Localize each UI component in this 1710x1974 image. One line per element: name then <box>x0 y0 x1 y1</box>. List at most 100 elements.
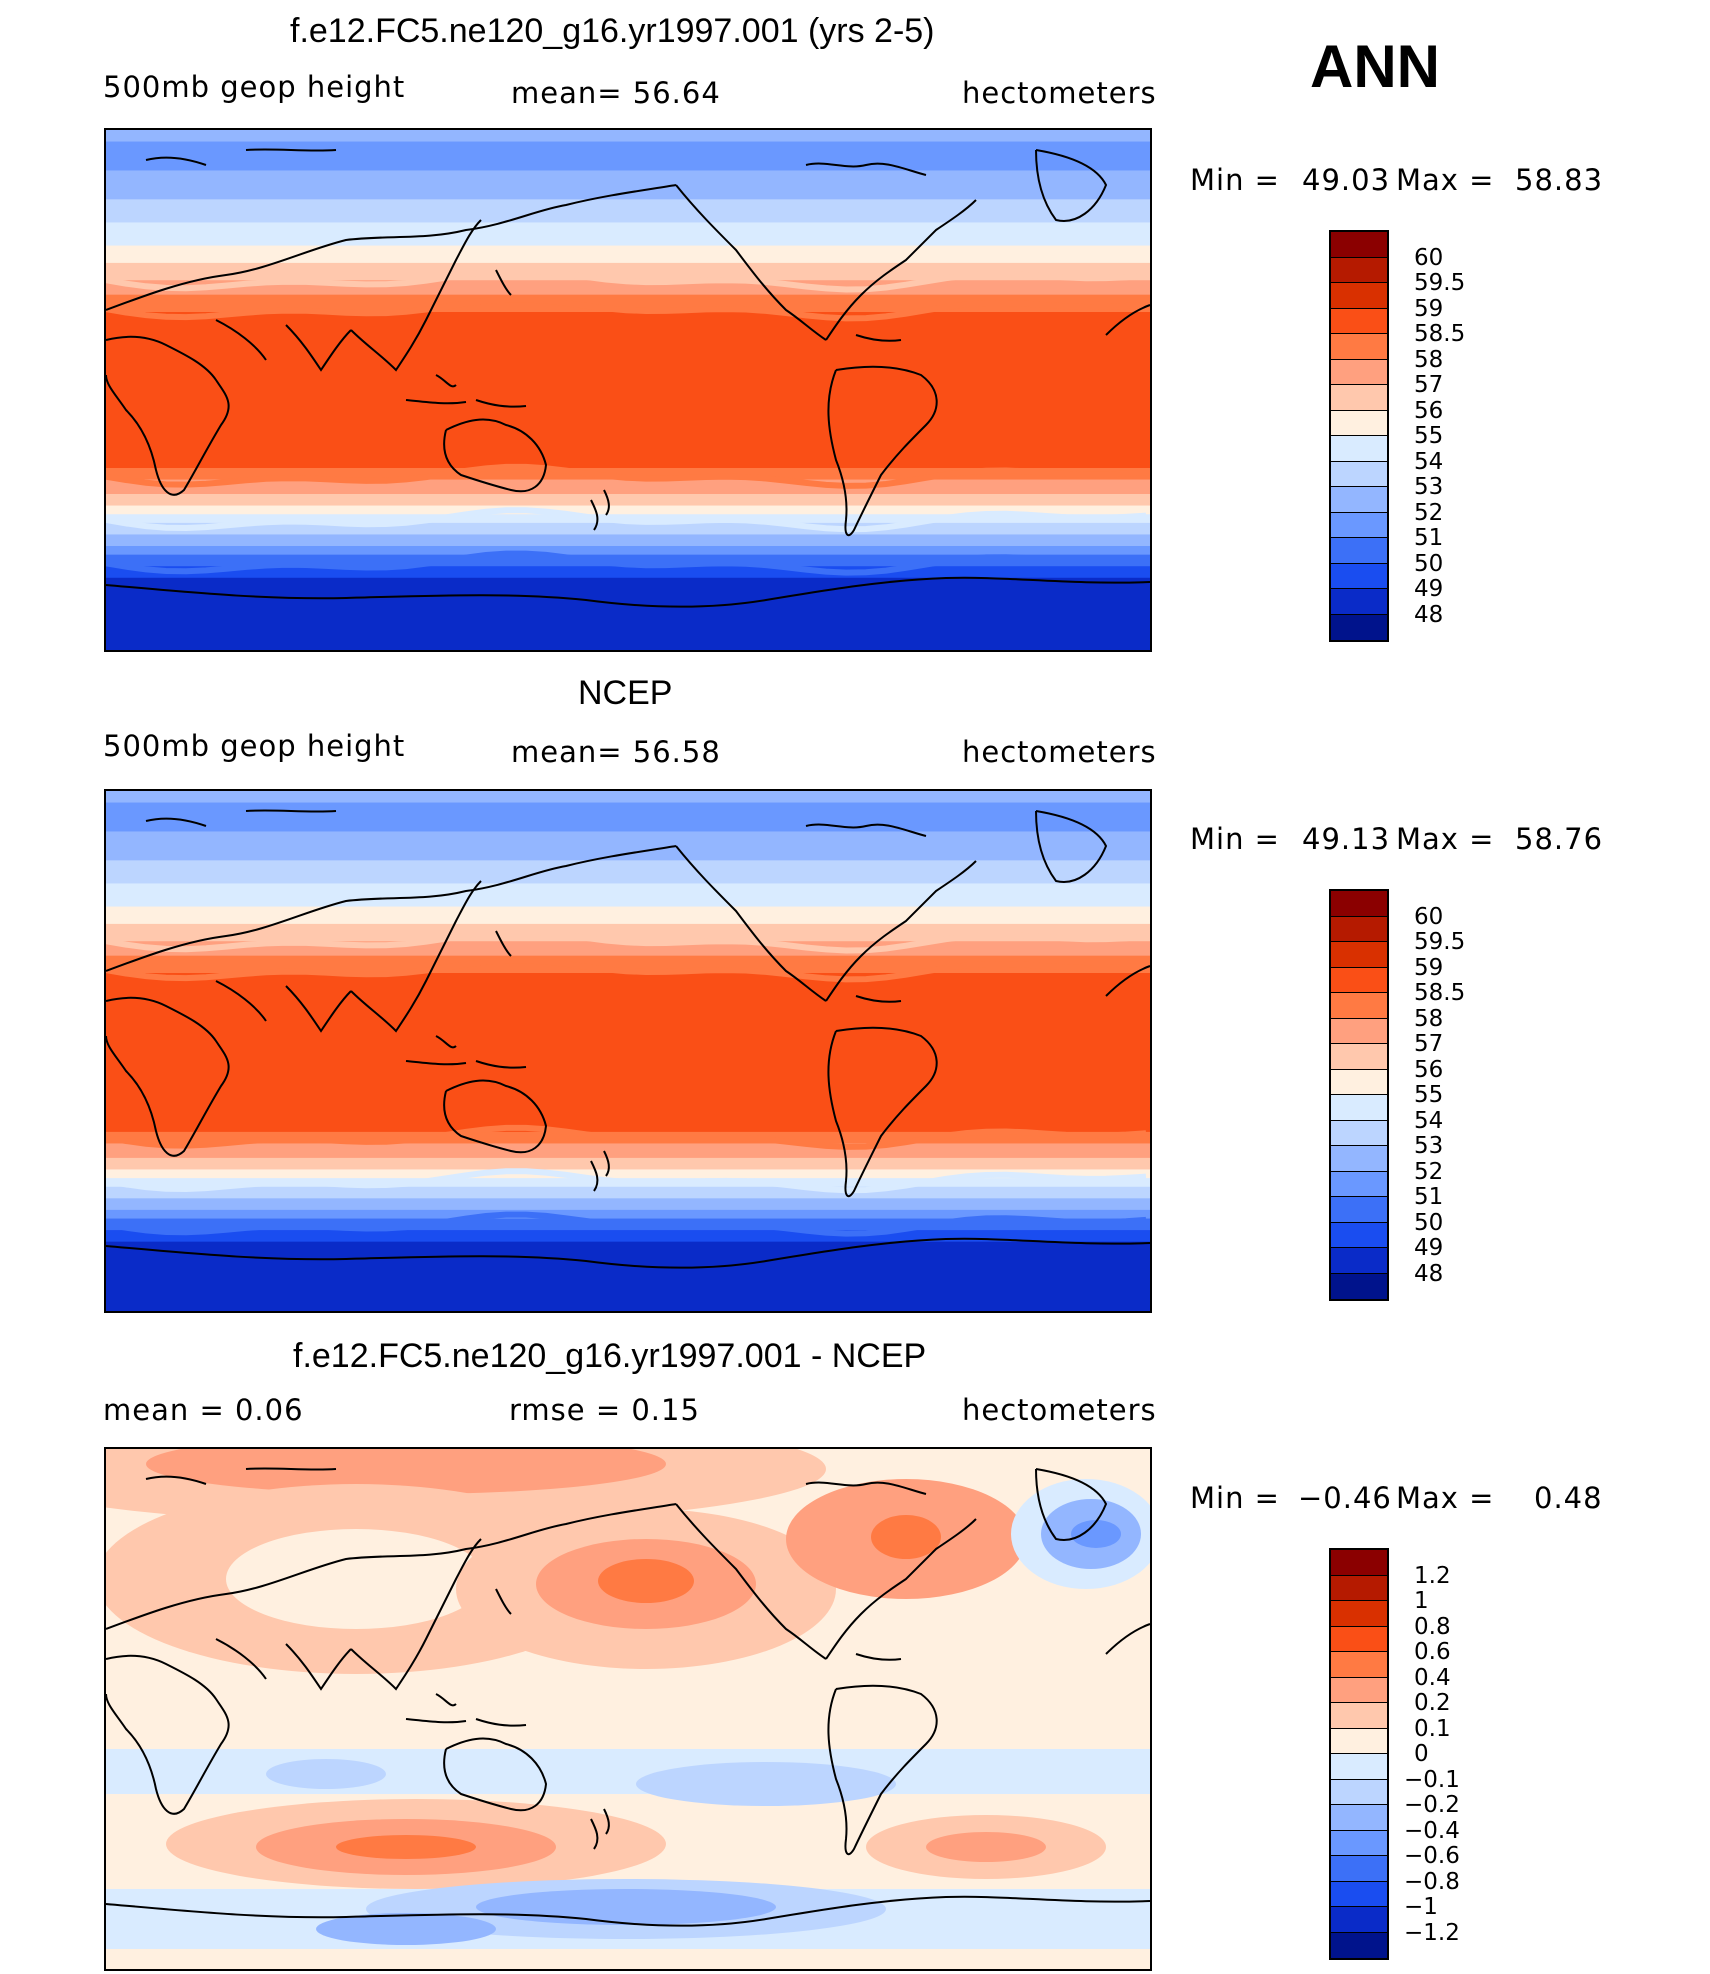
colorbar-swatch <box>1331 967 1387 993</box>
colorbar-tick-label: 55 <box>1414 423 1444 449</box>
contour-band <box>106 577 1150 650</box>
colorbar-swatch <box>1331 916 1387 942</box>
colorbar-tick-label: 50 <box>1414 550 1444 577</box>
colorbar-tick-label: 60 <box>1414 244 1444 271</box>
colorbar-swatch <box>1331 1018 1387 1044</box>
coastline <box>106 1503 677 1630</box>
colorbar-tick-label: 58 <box>1414 346 1444 373</box>
diff-contour <box>106 1949 1150 1969</box>
contour-band <box>106 199 1150 224</box>
panel2-contour-map <box>106 791 1150 1311</box>
coastline <box>443 1079 548 1154</box>
colorbar-tick-label: 53 <box>1414 1133 1444 1159</box>
colorbar-swatch <box>1331 461 1387 487</box>
diff-contour <box>316 1913 496 1945</box>
colorbar-swatch <box>1331 512 1387 538</box>
colorbar-tick-label: 0.4 <box>1414 1664 1451 1691</box>
colorbar-swatch <box>1331 257 1387 283</box>
coastline <box>590 489 610 531</box>
colorbar-tick-label: 52 <box>1414 499 1444 526</box>
panel2-min-value: 49.13 <box>1302 822 1391 856</box>
colorbar-swatch <box>1331 1881 1387 1907</box>
coastline <box>590 1808 610 1850</box>
colorbar-swatch <box>1331 436 1387 462</box>
coastline <box>215 1638 352 1691</box>
panel1-mean-label: mean= 56.64 <box>511 76 721 110</box>
colorbar-swatch <box>1331 1197 1387 1223</box>
contour-edge <box>106 296 1147 322</box>
colorbar-swatch <box>1331 1146 1387 1172</box>
coastline <box>675 1503 827 1660</box>
colorbar-tick-label: −0.1 <box>1404 1766 1460 1793</box>
coastline <box>1105 304 1150 336</box>
panel2-title: NCEP <box>578 674 673 712</box>
colorbar-tick-label: 54 <box>1414 448 1444 475</box>
colorbar-swatch <box>1331 1273 1387 1299</box>
colorbar-swatch <box>1331 1626 1387 1652</box>
contour-edge <box>106 1124 1147 1150</box>
contour-edge <box>106 957 1147 983</box>
contour-edge <box>106 267 1147 293</box>
panel3-max-value: 0.48 <box>1534 1481 1603 1515</box>
coastline <box>495 1588 512 1615</box>
colorbar-tick-label: 60 <box>1414 903 1444 930</box>
coastline <box>106 1237 1150 1269</box>
contour-band <box>106 130 1150 143</box>
diff-contour <box>871 1515 941 1559</box>
diff-contour <box>1071 1520 1121 1548</box>
contour-band <box>106 262 1150 281</box>
contour-edge <box>106 507 1147 533</box>
colorbar-tick-label: −0.2 <box>1404 1792 1460 1818</box>
contour-edge <box>106 1168 1147 1194</box>
contour-band <box>106 955 1150 974</box>
contour-band <box>106 1230 1150 1243</box>
colorbar-swatch <box>1331 891 1387 917</box>
coastline <box>825 860 977 1002</box>
coastline <box>350 219 482 372</box>
contour-edge <box>106 928 1147 954</box>
contour-band <box>106 1143 1150 1159</box>
panel3-min-text: Min = <box>1190 1481 1280 1515</box>
diff-contour <box>146 1449 666 1494</box>
panel1-map <box>104 128 1152 652</box>
panel1-max-text: Max = <box>1396 163 1495 197</box>
contour-band <box>106 1209 1150 1220</box>
colorbar-tick-label: 1 <box>1414 1588 1429 1614</box>
colorbar-swatch <box>1331 942 1387 968</box>
contour-band <box>106 245 1150 264</box>
colorbar-tick-label: −0.6 <box>1404 1843 1460 1869</box>
diff-contour <box>636 1762 896 1806</box>
coastline <box>350 880 482 1033</box>
coastline <box>215 980 352 1033</box>
colorbar-swatch <box>1331 1575 1387 1601</box>
panel1-min-value: 49.03 <box>1302 163 1391 197</box>
panel1-contour-map <box>106 130 1150 650</box>
colorbar-swatch <box>1331 1856 1387 1882</box>
contour-edge <box>106 550 1147 576</box>
coastline <box>106 576 1150 608</box>
contour-edge <box>106 463 1147 489</box>
coastline <box>106 335 230 496</box>
contour-edge <box>106 1211 1147 1237</box>
coastlines <box>106 809 1150 1269</box>
contour-band <box>106 860 1150 885</box>
contour-band <box>106 883 1150 908</box>
colorbar-tick-label: 54 <box>1414 1107 1444 1134</box>
colorbar-swatch <box>1331 1044 1387 1070</box>
coastlines <box>106 148 1150 608</box>
contour-band <box>106 534 1150 547</box>
colorbar-tick-label: 48 <box>1414 1260 1444 1287</box>
colorbar-swatch <box>1331 232 1387 258</box>
coastline <box>405 374 527 408</box>
panel3-min-value: −0.46 <box>1298 1481 1392 1515</box>
contour-band <box>106 546 1150 556</box>
coastline <box>106 996 230 1157</box>
coastline <box>855 1653 902 1661</box>
colorbar-swatch <box>1331 1120 1387 1146</box>
coastline <box>855 995 902 1003</box>
colorbar-tick-label: 0.1 <box>1414 1715 1451 1742</box>
panel2-map <box>104 789 1152 1313</box>
coastline <box>1035 810 1108 883</box>
coastline <box>405 1693 527 1727</box>
contour-band <box>106 554 1150 567</box>
